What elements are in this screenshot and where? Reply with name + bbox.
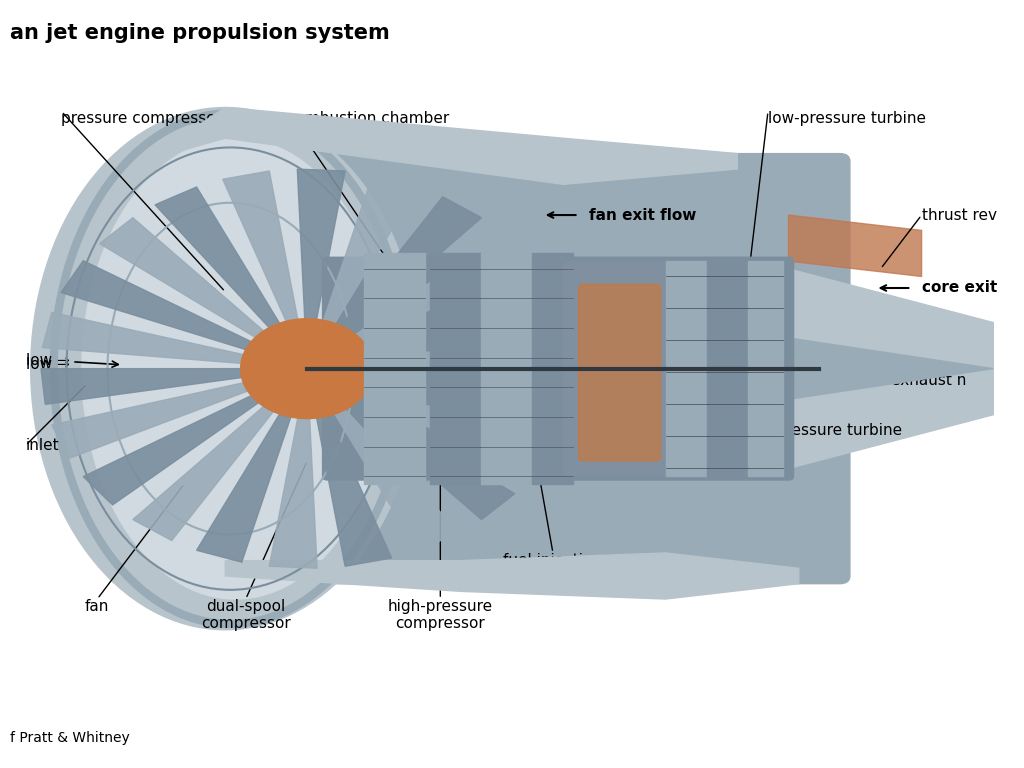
Text: fan: fan (85, 599, 110, 614)
Text: thrust rev: thrust rev (922, 207, 996, 223)
Polygon shape (99, 218, 267, 339)
Polygon shape (225, 553, 799, 599)
Text: exhaust n: exhaust n (891, 372, 967, 388)
Polygon shape (269, 414, 317, 568)
Polygon shape (362, 279, 562, 356)
Text: combustion chamber: combustion chamber (287, 111, 449, 127)
Polygon shape (41, 369, 247, 405)
Polygon shape (367, 373, 572, 425)
Bar (364, 253, 425, 484)
Ellipse shape (31, 108, 420, 630)
Text: f Pratt & Whitney: f Pratt & Whitney (10, 731, 130, 745)
Text: fuel injection: fuel injection (504, 553, 602, 568)
Polygon shape (52, 382, 252, 458)
Polygon shape (42, 313, 248, 364)
Text: core exit: core exit (922, 280, 996, 296)
FancyBboxPatch shape (215, 154, 850, 584)
Bar (707, 261, 748, 476)
FancyBboxPatch shape (563, 261, 676, 476)
Polygon shape (143, 108, 737, 184)
Polygon shape (788, 215, 922, 276)
Polygon shape (333, 406, 460, 551)
Text: inlet: inlet (26, 438, 59, 453)
Polygon shape (368, 333, 573, 369)
Bar (532, 253, 573, 484)
Polygon shape (788, 338, 993, 399)
FancyBboxPatch shape (579, 284, 660, 461)
Polygon shape (339, 197, 481, 334)
Polygon shape (352, 233, 531, 344)
Polygon shape (316, 412, 391, 566)
Text: low →: low → (26, 353, 118, 368)
Polygon shape (61, 260, 256, 351)
Ellipse shape (241, 319, 374, 419)
Polygon shape (347, 398, 515, 519)
Polygon shape (155, 187, 282, 331)
FancyBboxPatch shape (323, 257, 794, 480)
Polygon shape (358, 386, 553, 477)
Bar (430, 253, 481, 484)
Polygon shape (223, 171, 298, 325)
Text: high-pressure
compressor: high-pressure compressor (388, 599, 493, 631)
Bar (666, 261, 707, 476)
Polygon shape (83, 393, 262, 505)
Polygon shape (323, 175, 418, 326)
Text: an jet engine propulsion system: an jet engine propulsion system (10, 23, 390, 43)
Polygon shape (297, 169, 345, 323)
Text: dual-spool
compressor: dual-spool compressor (201, 599, 291, 631)
Text: fan exit flow: fan exit flow (589, 207, 696, 223)
Polygon shape (133, 403, 275, 541)
Text: high-pressure turbine: high-pressure turbine (737, 422, 902, 438)
Polygon shape (788, 269, 993, 468)
Bar (481, 253, 532, 484)
Polygon shape (197, 411, 292, 562)
Bar (748, 261, 783, 476)
Text: low →: low → (26, 357, 70, 372)
Text: pressure compressor: pressure compressor (61, 111, 222, 127)
Text: low-pressure turbine: low-pressure turbine (768, 111, 926, 127)
Ellipse shape (82, 138, 389, 599)
